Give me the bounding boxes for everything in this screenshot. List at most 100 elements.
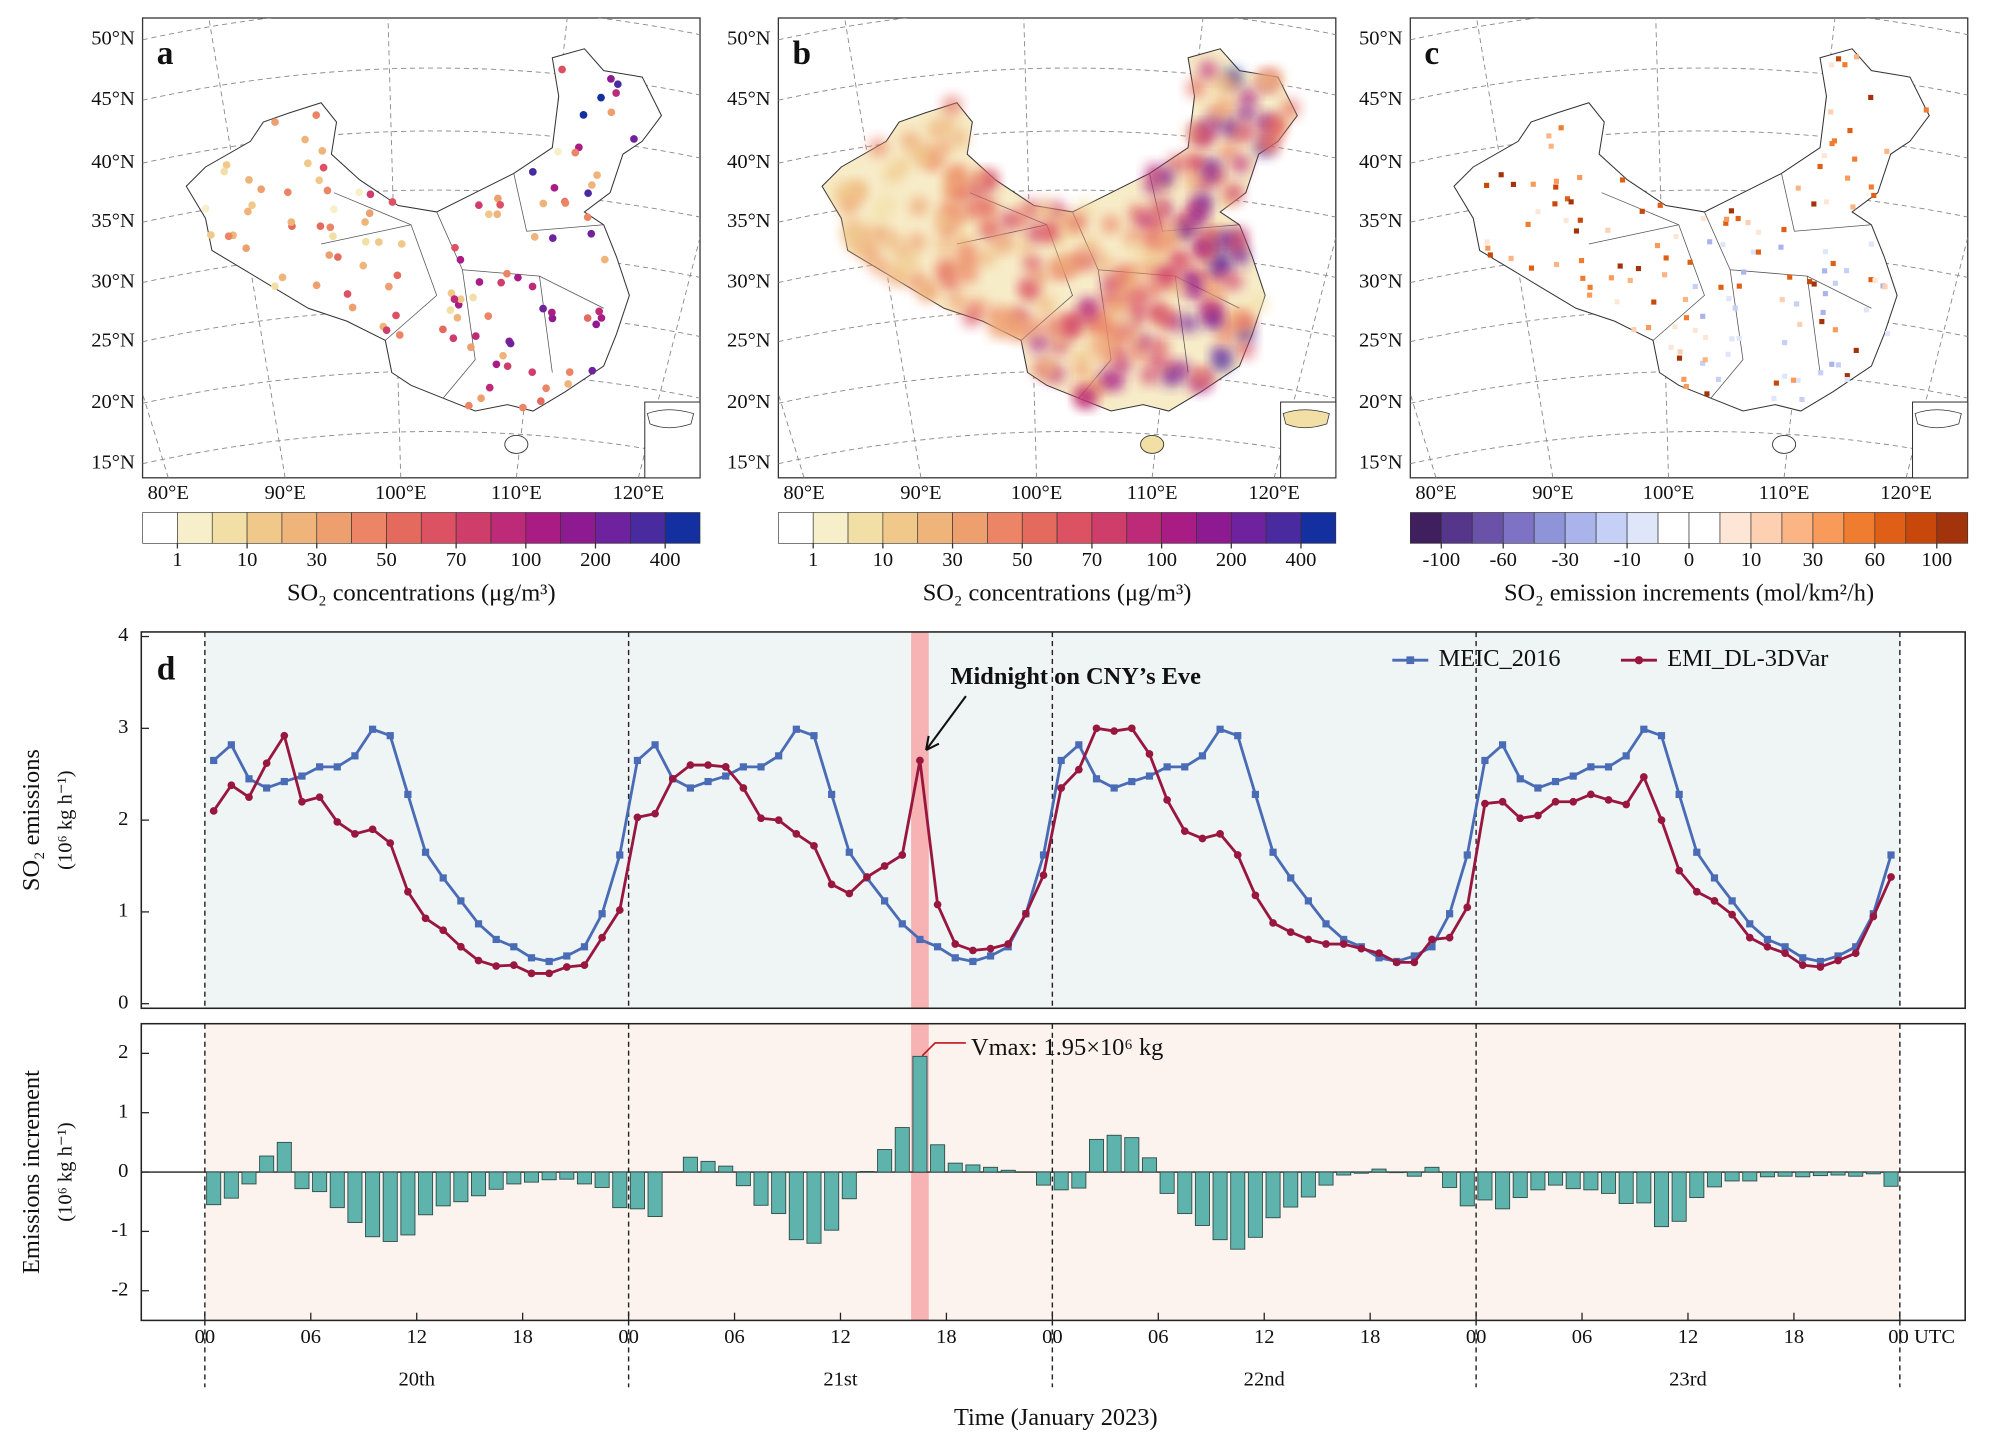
emis-cell [1662, 272, 1668, 278]
point [245, 793, 253, 802]
point [1516, 775, 1524, 783]
emis-cell [1720, 242, 1726, 248]
emis-cell [1681, 376, 1687, 382]
emis-cell [1508, 255, 1514, 261]
site-dot [278, 273, 287, 282]
bar [1653, 1171, 1670, 1228]
y-tick-label: 1 [118, 1100, 128, 1122]
site-dot [207, 231, 215, 239]
emis-cell [1723, 220, 1729, 226]
point [1798, 961, 1807, 969]
conc-blob [1236, 340, 1255, 359]
conc-blob [1204, 311, 1223, 330]
point [563, 952, 571, 960]
site-dot [451, 243, 459, 252]
conc-blob [1044, 317, 1063, 336]
point [1181, 763, 1189, 771]
parallel [1410, 189, 1968, 223]
site-dot [587, 229, 596, 238]
x-tick-label: 00 [195, 1326, 216, 1348]
panel-letter: d [157, 650, 176, 687]
bar [1406, 1171, 1422, 1177]
point [1657, 816, 1666, 824]
point [739, 784, 748, 792]
x-tick-label: 18 [1360, 1326, 1381, 1348]
x-tick-label: 18 [512, 1326, 533, 1348]
point [1569, 772, 1577, 780]
parallel [1410, 431, 1968, 465]
emis-cell [1868, 184, 1874, 190]
site-dot [242, 244, 251, 253]
point [1622, 800, 1631, 809]
bar [718, 1165, 734, 1173]
map-panel: c 50°N 45°N 40°N 35°N 30°N 25°N 20°N 15°N 80°E 90°… [1359, 17, 1969, 606]
emis-cell [1755, 229, 1762, 235]
site-dot [536, 397, 545, 405]
site-dot [475, 278, 484, 286]
bar [1512, 1171, 1528, 1199]
bar [612, 1171, 628, 1209]
emis-cell [1546, 133, 1552, 139]
emis-cell [1587, 284, 1593, 290]
point [845, 889, 854, 898]
conc-blob [953, 183, 972, 202]
point [1869, 912, 1878, 921]
point [1534, 811, 1542, 820]
colorbar-cell [386, 512, 422, 544]
conc-blob [1220, 118, 1239, 137]
colorbar-cell [882, 512, 919, 544]
emis-cell [1548, 143, 1554, 149]
point [598, 910, 606, 918]
colorbar-tick-label: 10 [873, 549, 894, 571]
site-dot [456, 295, 465, 304]
colorbar-cell [316, 512, 352, 544]
conc-blob [1202, 164, 1221, 183]
lon-label: 100°E [375, 482, 427, 504]
point [333, 763, 341, 771]
shade [204, 631, 1900, 1009]
site-dot [497, 278, 505, 287]
point [457, 897, 465, 905]
emis-cell [1745, 220, 1751, 226]
x-tick-label: 12 [1254, 1326, 1275, 1348]
site-dot [503, 269, 511, 278]
map-content [778, 17, 1336, 478]
colorbar-cell [1056, 512, 1093, 544]
colorbar-cell [917, 512, 953, 544]
conc-blob [840, 197, 859, 216]
emis-cell [1821, 153, 1827, 159]
site-dot [612, 89, 620, 97]
site-dot [382, 326, 391, 335]
colorbar-tick-label: 400 [650, 549, 681, 571]
site-dot [484, 312, 493, 320]
bar [1724, 1171, 1740, 1182]
x-tick-label: 00 [1466, 1326, 1487, 1348]
point [792, 830, 801, 838]
point [1710, 897, 1719, 905]
site-dot [583, 314, 592, 322]
point [386, 839, 395, 847]
site-dot [450, 295, 459, 303]
bar [488, 1171, 504, 1190]
point [1763, 942, 1772, 951]
parallel [778, 67, 1336, 101]
emis-cell [1700, 215, 1706, 221]
point [1799, 954, 1807, 962]
bar [1053, 1171, 1069, 1191]
site-dot [464, 401, 473, 410]
colorbar-tick-label: 100 [1921, 549, 1952, 571]
point [775, 752, 783, 760]
point [1834, 956, 1842, 965]
point [1481, 756, 1489, 765]
point [1498, 797, 1507, 806]
colorbar-cell [1719, 512, 1752, 544]
point [1763, 935, 1772, 944]
annotation-arrow [925, 695, 967, 752]
point [828, 790, 836, 799]
point [774, 816, 783, 824]
bar [735, 1171, 751, 1187]
emis-cell [1852, 156, 1858, 162]
day-label: 22nd [1244, 1368, 1286, 1390]
point [351, 752, 359, 760]
bar [559, 1171, 575, 1180]
